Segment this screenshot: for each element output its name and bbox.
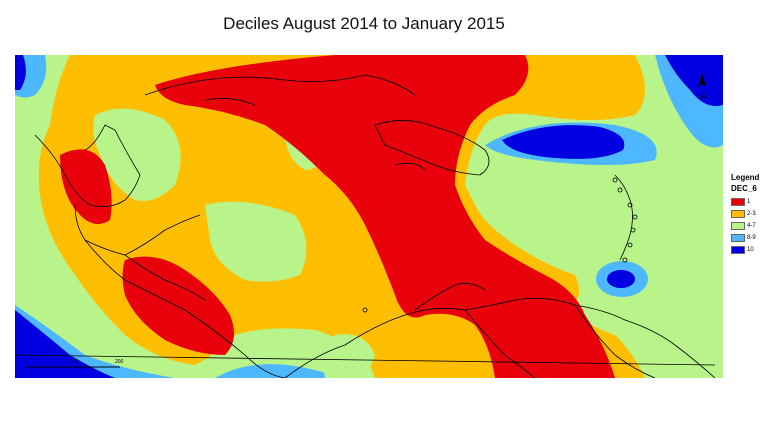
legend: Legend DEC_6 1 2-3 4-7 8-9 10	[731, 173, 781, 256]
legend-swatch	[731, 245, 745, 254]
legend-label: 2-3	[747, 210, 756, 217]
legend-item: 10	[731, 244, 781, 255]
north-arrow-icon: N	[698, 73, 706, 101]
legend-swatch	[731, 209, 745, 218]
legend-label: 10	[747, 246, 754, 253]
legend-item: 2-3	[731, 208, 781, 219]
decile-map-canvas: 0 100 200 N	[15, 55, 723, 378]
coastlines	[15, 74, 716, 378]
legend-label: 1	[747, 198, 751, 205]
scale-label-200: 200	[115, 359, 124, 365]
scale-label-100: 100	[70, 359, 79, 365]
legend-item: 4-7	[731, 220, 781, 231]
legend-title: Legend	[731, 173, 760, 182]
legend-swatch	[731, 197, 745, 206]
legend-item: 1	[731, 196, 781, 207]
legend-swatch	[731, 221, 745, 230]
north-label: N	[700, 94, 705, 101]
legend-label: 4-7	[747, 222, 756, 229]
decile-map: 0 100 200 N	[15, 55, 723, 378]
scale-bar: 0 100 200	[25, 359, 124, 368]
islands	[362, 177, 638, 313]
legend-label: 8-9	[747, 234, 756, 241]
zone-1	[60, 55, 615, 378]
legend-item: 8-9	[731, 232, 781, 243]
legend-field: DEC_6	[731, 184, 757, 193]
map-title: Deciles August 2014 to January 2015	[223, 14, 505, 33]
legend-swatch	[731, 233, 745, 242]
scale-label-0: 0	[25, 359, 28, 365]
